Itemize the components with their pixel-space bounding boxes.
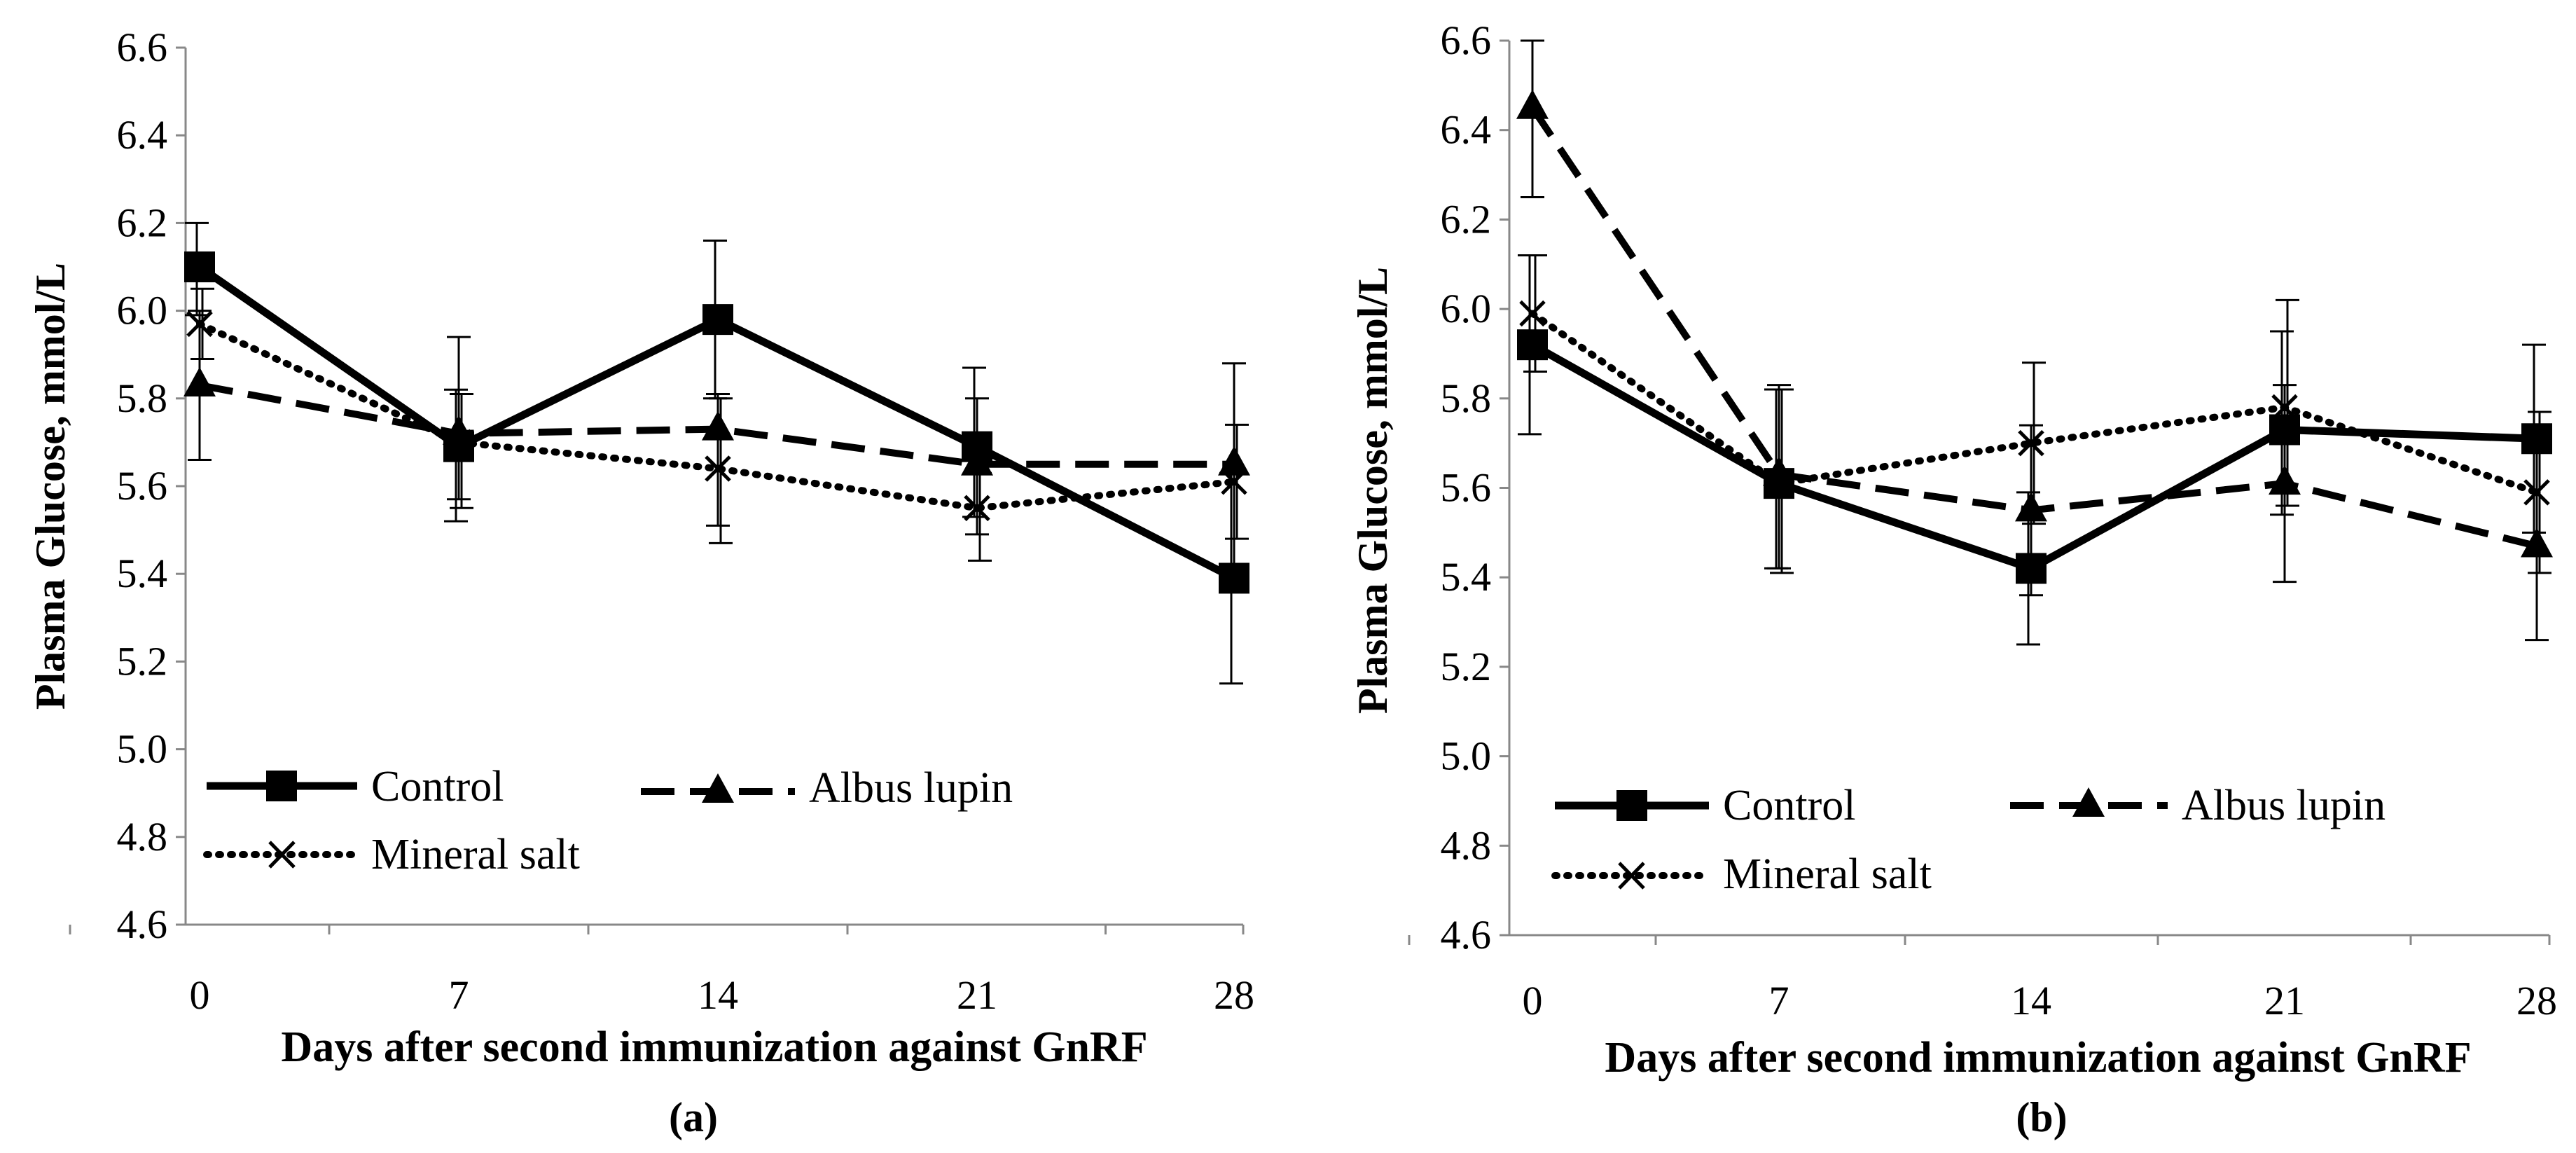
panel-label-b: (b) [2016,1094,2067,1140]
data-point-albus-lupin [2269,465,2301,495]
x-tick-label: 21 [957,972,997,1018]
y-tick-label: 6.0 [117,288,168,333]
y-tick-label: 4.8 [117,814,168,859]
y-tick-label: 6.2 [117,200,168,245]
legend-item-mineral-salt: Mineral salt [203,831,580,878]
data-point-mineral-salt [1766,470,1792,497]
y-axis-label: Plasma Glucose, mmol/L [27,263,74,710]
data-point-mineral-salt [1221,468,1247,495]
x-tick-label: 14 [698,972,738,1018]
x-tick-label: 28 [1214,972,1254,1018]
y-tick-label: 5.6 [117,463,168,509]
series-line-mineral-salt [1529,310,2540,496]
legend-label-mineral-salt: Mineral salt [371,831,580,878]
y-tick-label: 5.4 [117,551,168,596]
y-tick-label: 5.8 [1441,375,1492,421]
y-tick-label: 5.6 [1441,465,1492,511]
x-tick-labels: 0 7 14 21 28 [69,925,1254,1018]
x-tick-label: 28 [2516,978,2557,1023]
data-point-control [2521,423,2552,455]
legend-label-control: Control [1723,782,1855,829]
legend: Control Albus lupin Mineral salt [203,763,1013,878]
panel-label-a: (a) [669,1094,718,1140]
data-point-control [1517,329,1548,361]
data-point-albus-lupin [702,410,734,441]
y-tick-label: 6.4 [117,112,168,158]
y-tick-label: 5.4 [1441,554,1492,600]
data-point-albus-lupin [183,367,216,397]
x-tick-label: 21 [2264,978,2305,1023]
data-point-mineral-salt [2523,479,2550,506]
data-point-albus-lupin [2015,492,2047,522]
y-tick-label: 5.0 [1441,733,1492,779]
y-tick-label: 4.6 [117,902,168,947]
y-tick-label: 6.6 [1441,18,1492,63]
legend-item-control: Control [1555,782,1855,829]
y-tick-label: 5.8 [117,375,168,421]
x-axis-label: Days after second immunization against G… [281,1023,1147,1071]
legend-label-albus-lupin: Albus lupin [2182,782,2385,829]
y-tick-labels: 4.6 4.8 5.0 5.2 5.4 5.6 5.8 6.0 6.2 6.4 6.6 [1441,18,1509,958]
series-markers [183,251,1250,594]
data-point-albus-lupin [443,415,475,445]
legend-item-albus-lupin: Albus lupin [641,764,1013,812]
y-tick-label: 6.2 [1441,196,1492,242]
data-point-mineral-salt [186,310,213,338]
x-tick-label: 7 [1769,978,1789,1023]
data-point-mineral-salt [1519,300,1546,327]
data-point-albus-lupin [1763,456,1795,486]
y-tick-labels: 4.6 4.8 5.0 5.2 5.4 5.6 5.8 6.0 6.2 6.4 6.6 [117,25,186,947]
chart-panel-a: 4.6 4.8 5.0 5.2 5.4 5.6 5.8 6.0 6.2 6.4 6.6 0 7 14 21… [27,25,1254,1140]
x-tick-label: 0 [1523,978,1543,1023]
x-tick-label: 0 [190,972,210,1018]
x-axis-label: Days after second immunization against G… [1605,1034,2471,1082]
data-point-mineral-salt [2018,429,2044,457]
data-point-albus-lupin [1218,446,1250,476]
error-bar-mineral-salt [1225,423,1249,540]
legend-item-albus-lupin: Albus lupin [2010,782,2385,829]
data-point-albus-lupin [2521,527,2553,558]
y-tick-label: 6.4 [1441,107,1492,153]
y-tick-label: 4.6 [1441,912,1492,958]
data-point-mineral-salt [964,495,990,522]
series-markers [1516,89,2553,584]
data-point-control [2016,553,2047,584]
chart-panel-b: 4.6 4.8 5.0 5.2 5.4 5.6 5.8 6.0 6.2 6.4 6.6 0 7 14 21… [1350,18,2557,1140]
data-point-albus-lupin [961,446,993,476]
data-point-mineral-salt [445,429,472,456]
legend-label-mineral-salt: Mineral salt [1723,850,1932,898]
y-tick-label: 5.2 [1441,644,1492,689]
legend-item-mineral-salt: Mineral salt [1551,850,1932,898]
y-tick-label: 6.6 [117,25,168,70]
legend-label-albus-lupin: Albus lupin [809,764,1013,812]
data-point-mineral-salt [705,455,731,482]
y-tick-label: 5.2 [117,638,168,684]
data-point-albus-lupin [1516,89,1549,119]
y-tick-label: 5.0 [117,726,168,772]
legend: Control Albus lupin Mineral salt [1551,782,2385,898]
data-point-control [1219,562,1249,594]
error-bars [185,221,1249,685]
x-tick-labels: 0 7 14 21 28 [1408,935,2557,1023]
x-tick-label: 7 [449,972,469,1018]
legend-item-control: Control [207,763,504,810]
data-point-mineral-salt [2271,394,2298,421]
y-tick-label: 4.8 [1441,822,1492,868]
x-tick-label: 14 [2011,978,2051,1023]
legend-label-control: Control [371,763,504,810]
data-point-control [702,304,733,336]
y-axis-label: Plasma Glucose, mmol/L [1350,267,1396,714]
data-point-control [184,251,215,282]
y-tick-label: 6.0 [1441,286,1492,331]
